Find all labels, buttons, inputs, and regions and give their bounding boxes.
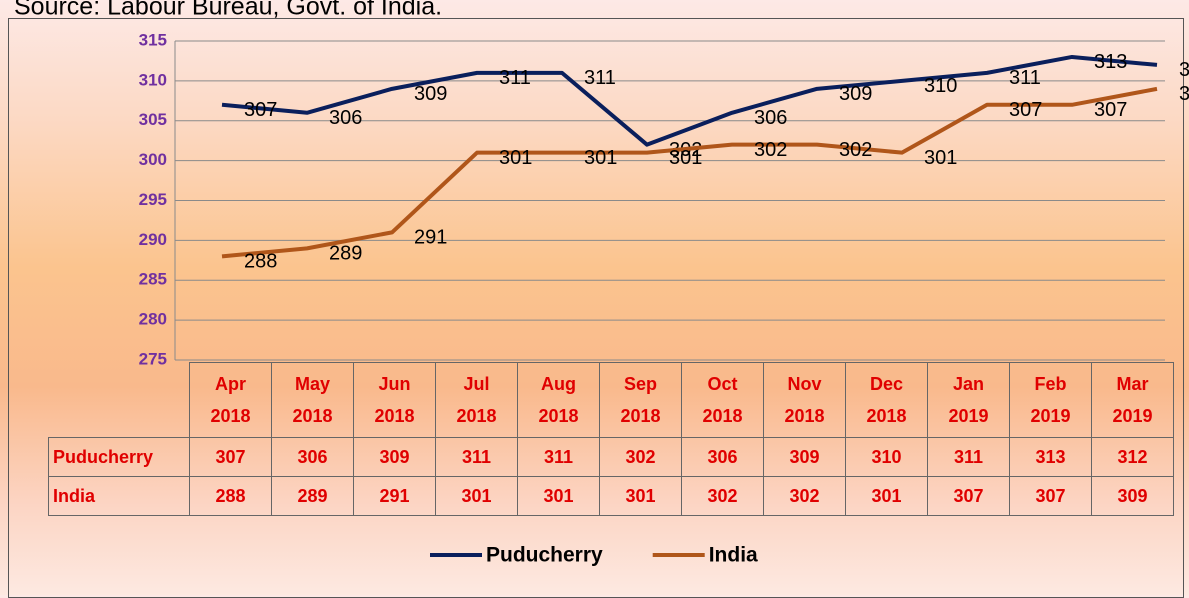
- y-tick-label: 290: [139, 230, 167, 249]
- data-label: 309: [1179, 83, 1189, 105]
- y-tick-label: 300: [139, 150, 167, 169]
- data-label: 301: [924, 147, 957, 169]
- table-cell: 289: [271, 476, 354, 516]
- table-cell: 311: [435, 437, 518, 477]
- table-cell: 313: [1009, 437, 1092, 477]
- y-tick-label: 305: [139, 110, 167, 129]
- data-label: 307: [1094, 99, 1127, 121]
- x-tick-label: Oct 2018: [702, 374, 743, 426]
- table-corner: [48, 362, 190, 438]
- table-cell: 307: [1009, 476, 1092, 516]
- data-label: 306: [754, 107, 787, 129]
- data-label: 307: [244, 99, 277, 121]
- legend-label: Puducherry: [486, 544, 603, 567]
- x-tick-label: Dec 2018: [866, 374, 907, 426]
- data-label: 313: [1094, 51, 1127, 73]
- table-cell: 309: [1091, 476, 1174, 516]
- table-row: Puducherry 307 306 309 311 311 302 306 309 310 311…: [48, 437, 1174, 477]
- data-label: 309: [414, 83, 447, 105]
- table-cell: 302: [681, 476, 764, 516]
- x-tick-label: Feb 2019: [1030, 374, 1071, 426]
- y-tick-label: 295: [139, 190, 167, 209]
- source-note: Source: Labour Bureau, Govt. of India.: [14, 0, 442, 21]
- data-label: 311: [1009, 67, 1041, 89]
- category-cell: Apr 2018: [189, 362, 272, 438]
- x-tick-label: Sep 2018: [620, 374, 661, 426]
- table-cell: 311: [517, 437, 600, 477]
- x-tick-label: Aug 2018: [538, 374, 579, 426]
- x-tick-label: May 2018: [292, 374, 333, 426]
- data-label: 289: [329, 243, 362, 265]
- table-cell: 307: [189, 437, 272, 477]
- data-table: Apr 2018 May 2018 Jun 2018 Jul 2018 Aug 2018…: [48, 362, 1174, 516]
- category-cell: Nov 2018: [763, 362, 846, 438]
- table-cell: 302: [599, 437, 682, 477]
- data-label: 291: [414, 227, 447, 249]
- data-label: 306: [329, 107, 362, 129]
- table-cell: 288: [189, 476, 272, 516]
- table-cell: 309: [353, 437, 436, 477]
- category-cell: Jun 2018: [353, 362, 436, 438]
- data-label: 310: [924, 75, 957, 97]
- table-row: India 288 289 291 301 301 301 302 302 301 307 307 30…: [48, 476, 1174, 516]
- x-tick-label: Nov 2018: [784, 374, 825, 426]
- table-cell: 307: [927, 476, 1010, 516]
- y-tick-label: 315: [139, 30, 167, 49]
- table-cell: 311: [927, 437, 1010, 477]
- data-label: 301: [669, 147, 702, 169]
- x-tick-label: Jul 2018: [456, 374, 497, 426]
- category-cell: Feb 2019: [1009, 362, 1092, 438]
- data-label: 301: [499, 147, 532, 169]
- series-line: [221, 86, 1158, 259]
- category-cell: May 2018: [271, 362, 354, 438]
- category-cell: Jan 2019: [927, 362, 1010, 438]
- data-label: 311: [584, 67, 616, 89]
- data-label: 288: [244, 251, 277, 273]
- category-cell: Sep 2018: [599, 362, 682, 438]
- data-label: 302: [839, 139, 872, 161]
- table-cell: 301: [435, 476, 518, 516]
- category-cell: Mar 2019: [1091, 362, 1174, 438]
- category-row: Apr 2018 May 2018 Jun 2018 Jul 2018 Aug 2018…: [48, 362, 1174, 438]
- data-label: 307: [1009, 99, 1042, 121]
- y-tick-label: 310: [139, 70, 167, 89]
- category-cell: Oct 2018: [681, 362, 764, 438]
- series-line: [221, 54, 1158, 147]
- x-tick-label: Jan 2019: [948, 374, 989, 426]
- y-tick-label: 285: [139, 270, 167, 289]
- table-cell: 306: [681, 437, 764, 477]
- table-cell: 291: [353, 476, 436, 516]
- table-cell: 309: [763, 437, 846, 477]
- category-cell: Jul 2018: [435, 362, 518, 438]
- x-tick-label: Jun 2018: [374, 374, 415, 426]
- category-cell: Aug 2018: [517, 362, 600, 438]
- data-label: 309: [839, 83, 872, 105]
- category-cell: Dec 2018: [845, 362, 928, 438]
- data-label: 311: [499, 67, 531, 89]
- table-cell: 306: [271, 437, 354, 477]
- table-cell: 302: [763, 476, 846, 516]
- table-cell: 310: [845, 437, 928, 477]
- data-label: 302: [754, 139, 787, 161]
- table-cell: 301: [517, 476, 600, 516]
- x-tick-label: Mar 2019: [1112, 374, 1153, 426]
- x-tick-label: Apr 2018: [210, 374, 251, 426]
- table-cell: 301: [845, 476, 928, 516]
- y-tick-label: 280: [139, 310, 167, 329]
- row-label: Puducherry: [48, 437, 190, 477]
- table-cell: 301: [599, 476, 682, 516]
- table-cell: 312: [1091, 437, 1174, 477]
- data-label: 312: [1179, 59, 1189, 81]
- row-label: India: [48, 476, 190, 516]
- legend-label: India: [709, 544, 758, 567]
- data-label: 301: [584, 147, 617, 169]
